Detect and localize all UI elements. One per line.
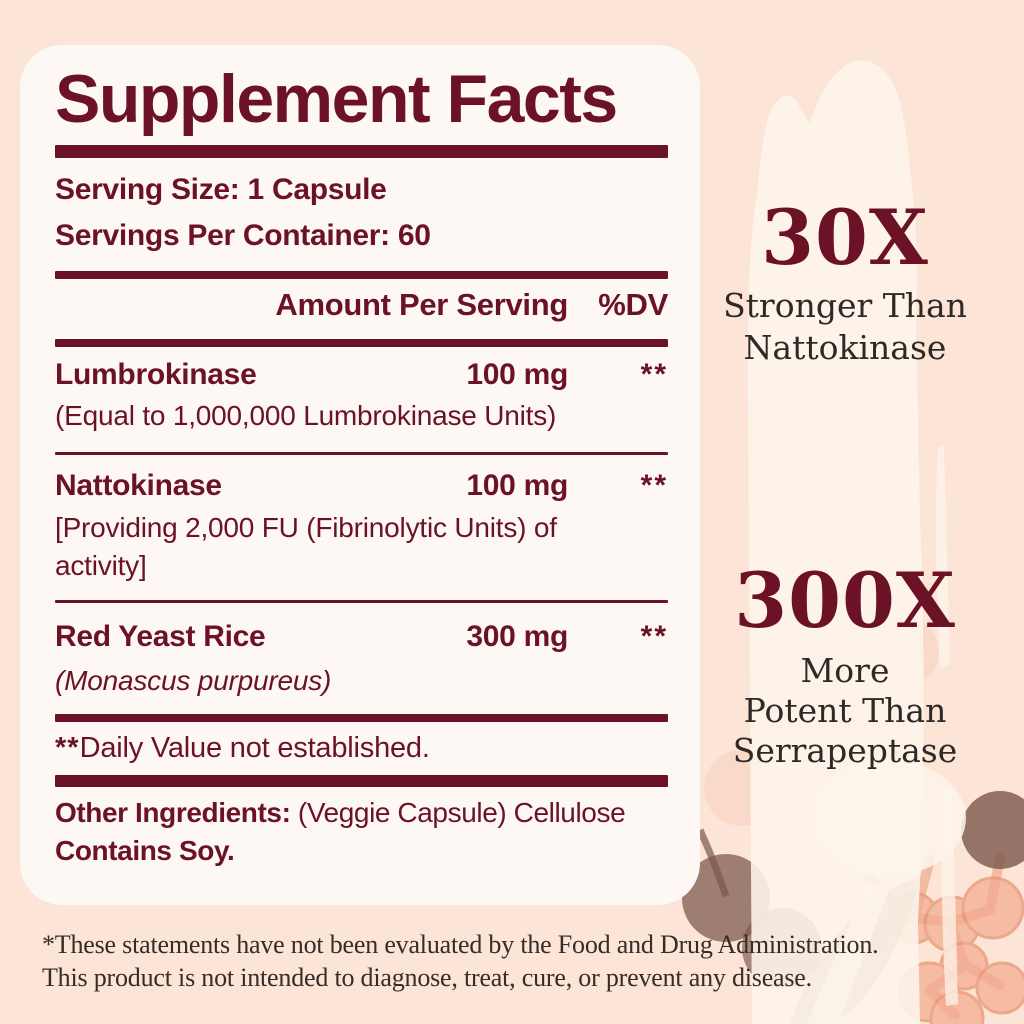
- servings-per-container-line: Servings Per Container: 60: [55, 216, 668, 256]
- fda-disclaimer: *These statements have not been evaluate…: [42, 928, 879, 994]
- serving-size-line: Serving Size: 1 Capsule: [55, 170, 668, 210]
- column-header-row: Amount Per Serving %DV: [55, 285, 668, 325]
- amount-per-serving-header: Amount Per Serving: [275, 287, 568, 322]
- panel-title: Supplement Facts: [55, 61, 618, 137]
- ingredient-row-red-yeast-rice: Red Yeast Rice 300 mg **: [55, 616, 668, 658]
- footnote-text: Daily Value not established.: [79, 732, 430, 764]
- other-ingredients-block: Other Ingredients: (Veggie Capsule) Cell…: [55, 794, 668, 870]
- ingredient-amount: 100 mg: [466, 358, 568, 391]
- other-ingredients-label: Other Ingredients:: [55, 797, 291, 828]
- other-ingredients-line: Other Ingredients: (Veggie Capsule) Cell…: [55, 794, 668, 832]
- serving-size-label: Serving Size:: [55, 173, 240, 206]
- divider-medium: [55, 339, 668, 347]
- divider-medium: [55, 714, 668, 722]
- ingredient-amount: 300 mg: [466, 620, 568, 653]
- servings-label: Servings Per Container:: [55, 219, 390, 252]
- divider-thick: [55, 145, 668, 158]
- ingredient-row-nattokinase: Nattokinase 100 mg **: [55, 465, 668, 507]
- disclaimer-line-2: This product is not intended to diagnose…: [42, 963, 812, 992]
- ingredient-dv: **: [640, 358, 668, 391]
- daily-value-footnote: **Daily Value not established.: [55, 728, 668, 768]
- ingredient-note-latin: (Monascus purpureus): [55, 665, 332, 696]
- serving-size-value: 1 Capsule: [247, 173, 387, 206]
- ingredient-dv: **: [640, 469, 668, 502]
- servings-value: 60: [397, 219, 431, 252]
- ingredient-name: Red Yeast Rice: [55, 620, 266, 653]
- divider-thin: [55, 600, 668, 603]
- ingredient-name: Lumbrokinase: [55, 358, 257, 391]
- divider-thick: [55, 775, 668, 787]
- ingredient-note: (Equal to 1,000,000 Lumbrokinase Units): [55, 400, 557, 431]
- ingredient-amount: 100 mg: [466, 469, 568, 502]
- supplement-facts-panel: Supplement Facts Serving Size: 1 Capsule…: [20, 45, 700, 905]
- contains-allergen-line: Contains Soy.: [55, 835, 235, 866]
- claim-300x: 300X More Potent Than Serrapeptase: [702, 561, 988, 771]
- claim-subtitle: Stronger Than Nattokinase: [723, 286, 967, 367]
- ingredient-note: [Providing 2,000 FU (Fibrinolytic Units)…: [55, 512, 557, 581]
- claim-value: 30X: [761, 193, 929, 282]
- percent-dv-header: %DV: [598, 287, 668, 322]
- ingredient-dv: **: [640, 620, 668, 653]
- claim-value: 300X: [734, 556, 956, 645]
- divider-medium: [55, 271, 668, 279]
- claim-subtitle: More Potent Than Serrapeptase: [732, 651, 958, 770]
- divider-thin: [55, 452, 668, 455]
- disclaimer-line-1: *These statements have not been evaluate…: [42, 930, 879, 959]
- ingredient-name: Nattokinase: [55, 469, 222, 502]
- footnote-marker: **: [55, 732, 80, 764]
- other-ingredients-value: (Veggie Capsule) Cellulose: [297, 797, 626, 828]
- ingredient-row-lumbrokinase: Lumbrokinase 100 mg **: [55, 354, 668, 396]
- claim-30x: 30X Stronger Than Nattokinase: [702, 198, 988, 369]
